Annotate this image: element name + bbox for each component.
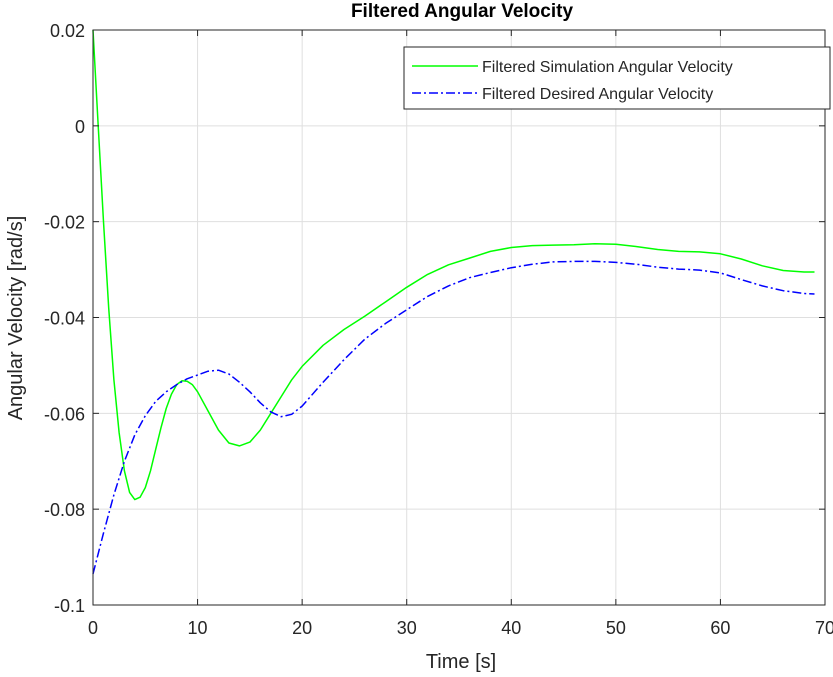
plot-series — [92, 29, 815, 575]
chart-title: Filtered Angular Velocity — [351, 1, 574, 22]
y-tick-label: 0.02 — [50, 21, 85, 41]
x-tick-label: 10 — [188, 618, 208, 638]
grid — [92, 29, 826, 606]
x-tick-label: 70 — [815, 618, 833, 638]
x-tick-label: 50 — [606, 618, 626, 638]
y-tick-label: -0.1 — [54, 596, 85, 616]
x-tick-label: 60 — [710, 618, 730, 638]
y-tick-label: 0 — [75, 117, 85, 137]
legend: Filtered Simulation Angular Velocity Fil… — [403, 46, 831, 110]
x-tick-label: 0 — [88, 618, 98, 638]
x-tick-label: 40 — [501, 618, 521, 638]
y-tick-label: -0.06 — [44, 404, 85, 424]
y-tick-label: -0.02 — [44, 213, 85, 233]
y-axis-label: Angular Velocity [rad/s] — [5, 216, 27, 421]
x-axis-label: Time [s] — [426, 651, 496, 673]
y-tick-label: -0.04 — [44, 309, 85, 329]
x-tick-label: 20 — [292, 618, 312, 638]
series-line-simulation — [92, 29, 815, 501]
legend-box — [403, 46, 831, 110]
legend-entry-simulation: Filtered Simulation Angular Velocity — [482, 59, 733, 76]
legend-entry-desired: Filtered Desired Angular Velocity — [482, 86, 713, 103]
series-line-desired — [92, 260, 815, 575]
y-tick-label: -0.08 — [44, 500, 85, 520]
axis-ticks: 0 10 20 30 40 50 60 70 0.02 0 -0.02 -0.04 -0.06 -0.08… — [44, 21, 833, 638]
x-tick-label: 30 — [397, 618, 417, 638]
